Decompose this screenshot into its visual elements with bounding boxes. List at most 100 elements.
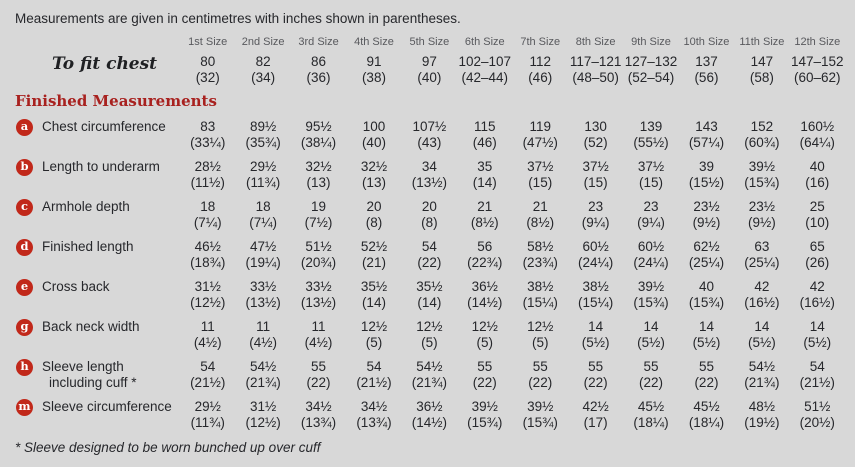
- inch-value: (13½): [300, 295, 337, 310]
- value-cell: 32½ (13): [346, 159, 401, 191]
- value-cell: 58½ (23¾): [513, 239, 568, 271]
- value-cell: 147–152 (60–62): [790, 54, 845, 86]
- cm-value: 100: [362, 119, 386, 134]
- cm-value: 36½: [471, 279, 498, 294]
- measurement-row-m: m Sleeve circumference 29½ (11¾) 31½ (12½) 34½…: [14, 399, 845, 431]
- inch-value: (20¾): [300, 255, 337, 270]
- inch-value: (22): [306, 375, 331, 390]
- cm-value: 46½: [194, 239, 221, 254]
- size-header-row: 1st Size 2nd Size 3rd Size 4th Size 5th Size…: [14, 36, 845, 49]
- cm-value: 32½: [360, 159, 388, 174]
- value-cell: 12½ (5): [346, 319, 401, 351]
- inch-value: (21½): [356, 375, 392, 390]
- cm-value: 55: [477, 359, 493, 374]
- inch-value: (16½): [799, 295, 835, 310]
- inch-value: (5½): [692, 335, 721, 350]
- cm-value: 39½: [527, 399, 554, 414]
- cm-value: 89½: [249, 119, 277, 134]
- finished-measurements-heading: Finished Measurements: [15, 92, 217, 110]
- inch-value: (5½): [747, 335, 776, 350]
- cm-value: 80: [200, 54, 216, 69]
- inch-value: (7¼): [193, 215, 222, 230]
- value-cell: 60½ (24¼): [568, 239, 623, 271]
- cm-value: 34: [421, 159, 437, 174]
- row-letter-badge: c: [16, 199, 33, 216]
- value-cell: 38½ (15¼): [513, 279, 568, 311]
- cm-value: 25: [809, 199, 825, 214]
- cm-value: 82: [255, 54, 271, 69]
- row-letter-badge: e: [16, 279, 33, 296]
- inch-value: (5): [421, 335, 438, 350]
- inch-value: (20½): [799, 415, 835, 430]
- inch-value: (10): [805, 215, 830, 230]
- inch-value: (15): [639, 175, 664, 190]
- value-cell: 34 (13½): [402, 159, 457, 191]
- cm-value: 23½: [693, 199, 720, 214]
- inch-value: (21¾): [245, 375, 281, 390]
- row-letter-badge: a: [16, 119, 33, 136]
- value-cell: 65 (26): [790, 239, 845, 271]
- value-cell: 29½ (11¾): [235, 159, 290, 191]
- inch-value: (60–62): [794, 70, 841, 85]
- cm-value: 56: [477, 239, 493, 254]
- value-cell: 18 (7¼): [235, 199, 290, 231]
- inch-value: (14): [472, 175, 497, 190]
- inch-value: (4½): [304, 335, 333, 350]
- cm-value: 45½: [693, 399, 720, 414]
- value-cell: 86 (36): [291, 54, 346, 86]
- inch-value: (14½): [411, 415, 447, 430]
- value-cell: 21 (8½): [513, 199, 568, 231]
- cm-value: 34½: [305, 399, 332, 414]
- cm-value: 19: [311, 199, 327, 214]
- value-cell: 32½ (13): [291, 159, 346, 191]
- size-header: 11th Size: [739, 36, 785, 48]
- value-cell: 11 (4½): [180, 319, 235, 351]
- cm-value: 62½: [693, 239, 720, 254]
- measurement-rows-container: a Chest circumference 83 (33¼) 89½ (35¾) 95½ (3…: [14, 119, 845, 431]
- inch-value: (8): [365, 215, 383, 230]
- inch-value: (55½): [633, 135, 669, 150]
- inch-value: (21½): [799, 375, 835, 390]
- inch-value: (18¾): [190, 255, 226, 270]
- inch-value: (7½): [304, 215, 333, 230]
- cm-value: 32½: [305, 159, 332, 174]
- cm-value: 42½: [582, 399, 609, 414]
- value-cell: 55 (22): [679, 359, 734, 391]
- cm-value: 147: [750, 54, 774, 69]
- row-label-text: Sleeve circumference: [42, 399, 172, 415]
- row-label-text: Sleeve length including cuff *: [42, 359, 137, 391]
- value-cell: 39½ (15¾): [734, 159, 789, 191]
- value-cell: 20 (8): [402, 199, 457, 231]
- inch-value: (21¾): [411, 375, 447, 390]
- cm-value: 55: [643, 359, 659, 374]
- cm-value: 14: [588, 319, 604, 334]
- row-label-line1: Finished length: [42, 239, 134, 254]
- value-cell: 152 (60¾): [734, 119, 789, 151]
- cm-value: 12½: [527, 319, 554, 334]
- value-cell: 14 (5½): [790, 319, 845, 351]
- value-cell: 55 (22): [513, 359, 568, 391]
- row-label: g Back neck width: [14, 319, 180, 336]
- value-cell: 20 (8): [346, 199, 401, 231]
- inch-value: (25¼): [688, 255, 725, 270]
- inch-value: (21¾): [744, 375, 780, 390]
- row-label-line2: including cuff *: [49, 375, 137, 390]
- cm-value: 54: [421, 239, 437, 254]
- cm-value: 33½: [249, 279, 277, 294]
- cm-value: 31½: [194, 279, 221, 294]
- value-cell: 12½ (5): [513, 319, 568, 351]
- cm-value: 23½: [748, 199, 775, 214]
- inch-value: (52–54): [627, 70, 675, 85]
- value-cell: 107½ (43): [402, 119, 457, 151]
- inch-value: (15¾): [522, 415, 558, 430]
- cm-value: 23: [588, 199, 604, 214]
- measurement-row-g: g Back neck width 11 (4½) 11 (4½) 11 (4½) 12½ (5)…: [14, 319, 845, 351]
- inch-value: (24¼): [633, 255, 669, 270]
- cm-value: 34½: [360, 399, 388, 414]
- value-cell: 54 (21½): [346, 359, 401, 391]
- value-cell: 52½ (21): [346, 239, 401, 271]
- value-cell: 137 (56): [679, 54, 734, 86]
- row-label-line1: Cross back: [42, 279, 110, 294]
- measurement-row-h: h Sleeve length including cuff * 54 (21½) 54½…: [14, 359, 845, 391]
- cm-value: 86: [311, 54, 327, 69]
